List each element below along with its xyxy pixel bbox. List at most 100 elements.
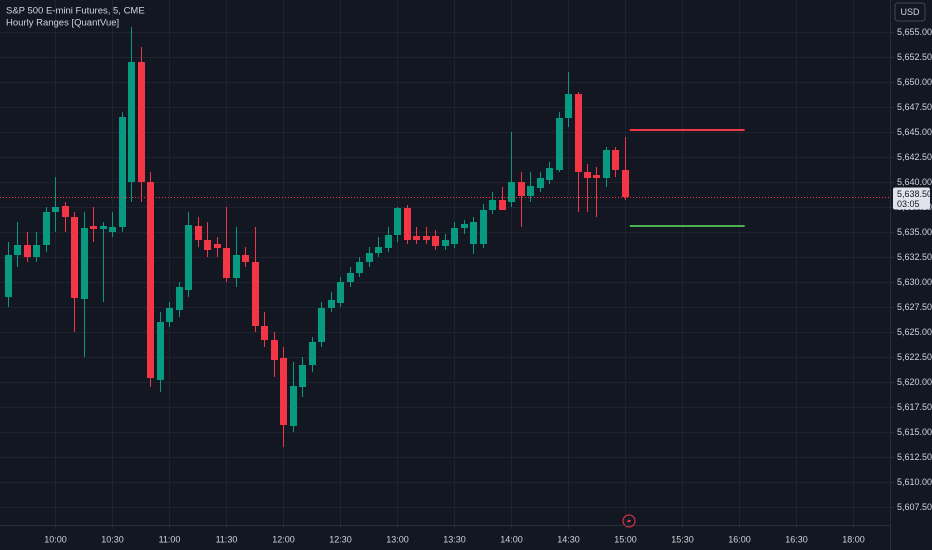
last-price-box xyxy=(893,187,930,210)
y-tick-label: 5,625.00 xyxy=(897,327,932,337)
candle-body xyxy=(80,228,89,299)
candle-body xyxy=(564,94,573,118)
candle-body xyxy=(507,182,516,202)
x-tick-label: 14:00 xyxy=(500,534,523,544)
candle-body xyxy=(279,358,288,425)
candle-body xyxy=(583,172,592,178)
chart-title: S&P 500 E-mini Futures, 5, CME xyxy=(6,6,145,17)
candle-body xyxy=(194,226,203,240)
event-icon[interactable] xyxy=(622,514,636,528)
candle-body xyxy=(422,236,431,240)
candle-body xyxy=(70,217,79,298)
candle-body xyxy=(469,222,478,244)
candle-body xyxy=(431,236,440,246)
candle-body xyxy=(441,240,450,246)
y-tick-label: 5,615.00 xyxy=(897,427,932,437)
candle-body xyxy=(127,62,136,182)
x-tick-label: 11:30 xyxy=(216,534,238,544)
candle-body xyxy=(574,94,583,172)
candle-body xyxy=(393,208,402,235)
candle-body xyxy=(355,262,364,273)
currency-box[interactable] xyxy=(894,2,926,22)
x-tick-label: 13:30 xyxy=(443,534,466,544)
candle-body xyxy=(298,365,307,387)
y-tick-label: 5,640.00 xyxy=(897,177,932,187)
candle-body xyxy=(184,225,193,290)
x-tick-label: 14:30 xyxy=(557,534,580,544)
y-tick-label: 5,632.50 xyxy=(897,252,932,262)
currency[interactable]: USD xyxy=(900,7,920,17)
y-tick-label: 5,610.00 xyxy=(897,477,932,487)
candle-body xyxy=(365,253,374,262)
candle-body xyxy=(99,226,108,229)
candle-body xyxy=(118,117,127,227)
candle-body xyxy=(374,247,383,253)
candle-body xyxy=(536,178,545,188)
candle-body xyxy=(384,235,393,248)
x-tick-label: 10:30 xyxy=(101,534,124,544)
candle-body xyxy=(156,322,165,380)
y-tick-label: 5,607.50 xyxy=(897,502,932,512)
candle-body xyxy=(51,207,60,212)
candle-body xyxy=(403,208,412,240)
candle-body xyxy=(289,386,298,426)
y-tick-label: 5,612.50 xyxy=(897,452,932,462)
y-tick-label: 5,642.50 xyxy=(897,152,932,162)
candle-body xyxy=(621,170,630,197)
indicator-name: Hourly Ranges [QuantVue] xyxy=(6,18,119,29)
x-tick-label: 15:00 xyxy=(614,534,637,544)
candle-body xyxy=(42,212,51,245)
candle-body xyxy=(32,245,41,257)
candle-body xyxy=(4,255,13,297)
y-tick-label: 5,617.50 xyxy=(897,402,932,412)
last-price-label: 5,638.50 xyxy=(897,189,932,199)
countdown-label: 03:05 xyxy=(897,199,920,209)
x-tick-label: 12:00 xyxy=(272,534,295,544)
candle-body xyxy=(498,200,507,210)
y-tick-label: 5,655.00 xyxy=(897,27,932,37)
candle-body xyxy=(232,255,241,278)
candle-body xyxy=(137,62,146,182)
x-tick-label: 11:00 xyxy=(159,534,181,544)
candle-body xyxy=(327,300,336,308)
candle-body xyxy=(203,240,212,250)
y-tick-label: 5,627.50 xyxy=(897,302,932,312)
y-tick-label: 5,635.00 xyxy=(897,227,932,237)
y-tick-label: 5,650.00 xyxy=(897,77,932,87)
candle-body xyxy=(555,118,564,170)
x-tick-label: 13:00 xyxy=(386,534,409,544)
candle-body xyxy=(89,226,98,229)
candle-body xyxy=(165,308,174,322)
y-tick-label: 5,647.50 xyxy=(897,102,932,112)
candle-body xyxy=(61,206,70,217)
candle-body xyxy=(592,175,601,178)
candle-body xyxy=(412,236,421,240)
event-bolt[interactable] xyxy=(627,517,631,525)
candle-body xyxy=(241,255,250,262)
candle-body xyxy=(13,245,22,255)
candle-body xyxy=(175,287,184,310)
candle-body xyxy=(308,342,317,365)
candles xyxy=(0,27,890,447)
candle-body xyxy=(450,228,459,244)
candle-body xyxy=(222,248,231,278)
candle-body xyxy=(545,168,554,180)
y-tick-label: 5,645.00 xyxy=(897,127,932,137)
candle-body xyxy=(488,200,497,210)
candle-body xyxy=(260,326,269,340)
candle-body xyxy=(146,182,155,378)
x-tick-label: 12:30 xyxy=(329,534,352,544)
candle-body xyxy=(479,210,488,244)
candle-body xyxy=(611,150,620,170)
candle-body xyxy=(526,186,535,196)
y-tick-label: 5,622.50 xyxy=(897,352,932,362)
candle-body xyxy=(213,244,222,248)
candle-body xyxy=(270,340,279,360)
y-tick-label: 5,652.50 xyxy=(897,52,932,62)
x-tick-label: 18:00 xyxy=(842,534,865,544)
candle-body xyxy=(517,182,526,196)
candle-body xyxy=(23,245,32,257)
x-tick-label: 16:30 xyxy=(785,534,808,544)
event-circle[interactable] xyxy=(622,514,636,528)
